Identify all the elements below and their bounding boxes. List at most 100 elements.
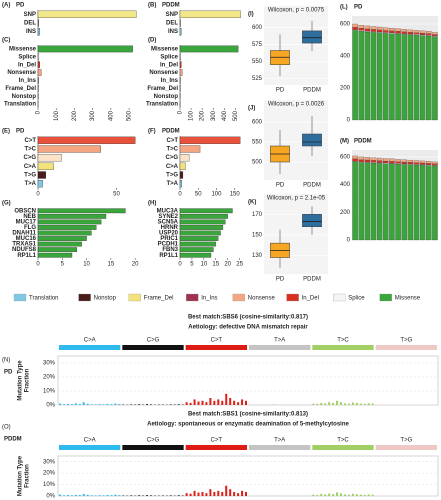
bar — [363, 494, 366, 496]
y-axis-label: Mutation Type — [18, 455, 24, 496]
bar — [118, 495, 121, 496]
bar — [37, 154, 62, 162]
bar — [37, 162, 54, 170]
bar-segment — [352, 161, 358, 241]
panel-label: (M) — [340, 139, 349, 145]
bar — [37, 10, 137, 18]
bar — [37, 85, 39, 92]
bar — [205, 493, 208, 496]
bar — [237, 402, 240, 405]
bar — [233, 492, 236, 496]
bar-segment — [370, 32, 377, 121]
plot-bg — [264, 6, 328, 85]
bar — [98, 404, 101, 405]
category-label: PCDH1 — [158, 242, 179, 248]
bar-segment — [407, 164, 414, 241]
bar-segment — [395, 31, 401, 34]
x-tick-label: PD — [276, 277, 285, 283]
panel-label: (I) — [248, 12, 254, 18]
y-tick-label: 550 — [252, 59, 263, 65]
legend-label: In_Ins — [201, 296, 217, 302]
category-label: OBSCN — [14, 208, 36, 214]
bar — [237, 493, 240, 496]
x-tick-label: 10 — [83, 262, 90, 268]
aetiology: Aetiology: spontaneous or enzymatic deam… — [147, 422, 349, 428]
bar-segment — [389, 28, 395, 32]
bar — [90, 495, 93, 496]
panel-title: PD — [354, 5, 363, 11]
bar-segment — [370, 160, 377, 163]
bar — [114, 403, 117, 405]
bar — [312, 403, 315, 405]
bar — [197, 492, 200, 496]
bar — [241, 490, 244, 496]
bar — [179, 236, 219, 241]
bar — [179, 61, 182, 68]
annotation: Wilcoxon, p = 0.0075 — [268, 8, 325, 14]
bar — [177, 495, 180, 496]
box — [302, 214, 322, 227]
x-tick-label: 400 — [222, 110, 228, 121]
category-label: FLG — [24, 225, 36, 231]
x-tick-label: 200 — [72, 110, 78, 121]
bar — [328, 493, 331, 496]
bar — [324, 403, 327, 405]
category-label: MUC3A — [157, 208, 179, 214]
bar — [70, 495, 73, 496]
bar — [316, 494, 319, 496]
bar — [229, 398, 232, 405]
bar — [37, 136, 136, 144]
bar — [86, 403, 89, 405]
bar — [272, 404, 275, 405]
bar — [359, 403, 362, 405]
category-label: DEL — [24, 21, 36, 27]
bar-segment — [352, 23, 358, 28]
x-tick-label: 50 — [195, 192, 202, 198]
class-band — [122, 345, 184, 350]
y-axis-label: Mutation Type — [18, 360, 24, 401]
class-label: C>G — [147, 338, 160, 344]
y-tick-label: 20% — [43, 471, 56, 477]
class-label: T>C — [337, 438, 349, 444]
bar-segment — [358, 159, 364, 162]
legend-swatch — [379, 293, 392, 302]
y-tick-label: 550 — [252, 140, 263, 146]
category-label: RP1L1 — [17, 253, 36, 259]
bar-segment — [413, 35, 420, 121]
bar — [62, 495, 65, 496]
bar-segment — [413, 30, 420, 33]
class-band — [249, 445, 311, 450]
bar-segment — [407, 32, 414, 35]
category-label: In_Ins — [161, 78, 179, 84]
bar — [138, 495, 141, 496]
panel-title: PD — [16, 3, 25, 9]
class-label: C>T — [211, 438, 223, 444]
legend-swatch — [128, 293, 141, 302]
x-tick-label: 400 — [108, 110, 114, 121]
category-label: INS — [26, 29, 36, 35]
bar-segment — [352, 27, 358, 30]
legend-label: Splice — [348, 296, 365, 302]
legend-swatch — [186, 293, 199, 302]
x-tick-label: 0 — [178, 110, 184, 114]
bar-segment — [376, 32, 383, 121]
bar — [179, 219, 226, 225]
bar — [371, 403, 374, 405]
bar-segment — [389, 33, 395, 121]
bar-segment — [426, 161, 432, 164]
bar — [179, 45, 239, 53]
bar — [37, 171, 46, 179]
panel-title: PDDM — [162, 129, 180, 135]
bar — [225, 485, 228, 496]
bar-segment — [419, 160, 426, 164]
bar — [264, 404, 267, 405]
bar-segment — [364, 25, 371, 30]
class-band — [59, 345, 121, 350]
bar-segment — [413, 164, 420, 241]
bar — [37, 230, 92, 236]
bar-segment — [358, 156, 364, 160]
bar-segment — [407, 162, 414, 165]
y-tick-label: 30% — [43, 459, 56, 465]
category-label: T>A — [24, 181, 36, 187]
bar-segment — [395, 28, 401, 32]
